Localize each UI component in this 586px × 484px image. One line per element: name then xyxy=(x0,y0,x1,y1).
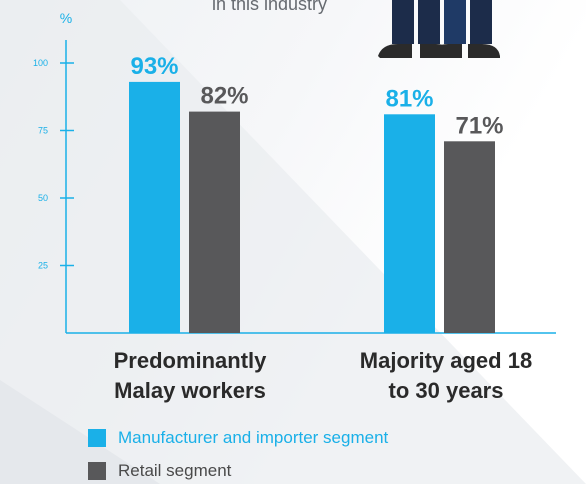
data-label-manufacturer-1: 81% xyxy=(385,85,433,112)
data-label-retail-0: 82% xyxy=(200,83,248,110)
legend-swatch-retail xyxy=(88,462,106,480)
category-label-malay-workers: Predominantly Malay workers xyxy=(113,348,267,403)
legend-swatch-manufacturer xyxy=(88,429,106,447)
data-label-retail-1: 71% xyxy=(455,112,503,139)
y-tick-label-25: 25 xyxy=(38,261,48,271)
category-label-age-18-30: Majority aged 18 to 30 years xyxy=(359,348,533,403)
bar-retail-0 xyxy=(189,111,240,333)
top-caption: in this industry xyxy=(212,0,328,14)
bar-retail-1 xyxy=(444,141,495,333)
legend-item-manufacturer: Manufacturer and importer segment xyxy=(88,428,388,448)
y-tick-label-50: 50 xyxy=(38,193,48,203)
legend-item-retail: Retail segment xyxy=(88,461,231,481)
bar-manufacturer-1 xyxy=(384,114,435,333)
y-axis-unit-label: % xyxy=(60,10,72,26)
data-label-manufacturer-0: 93% xyxy=(130,53,178,80)
legend-label-retail: Retail segment xyxy=(118,461,232,480)
legend-label-manufacturer: Manufacturer and importer segment xyxy=(118,428,389,447)
y-tick-label-100: 100 xyxy=(33,58,48,68)
y-tick-label-75: 75 xyxy=(38,126,48,136)
bar-manufacturer-0 xyxy=(129,81,180,334)
